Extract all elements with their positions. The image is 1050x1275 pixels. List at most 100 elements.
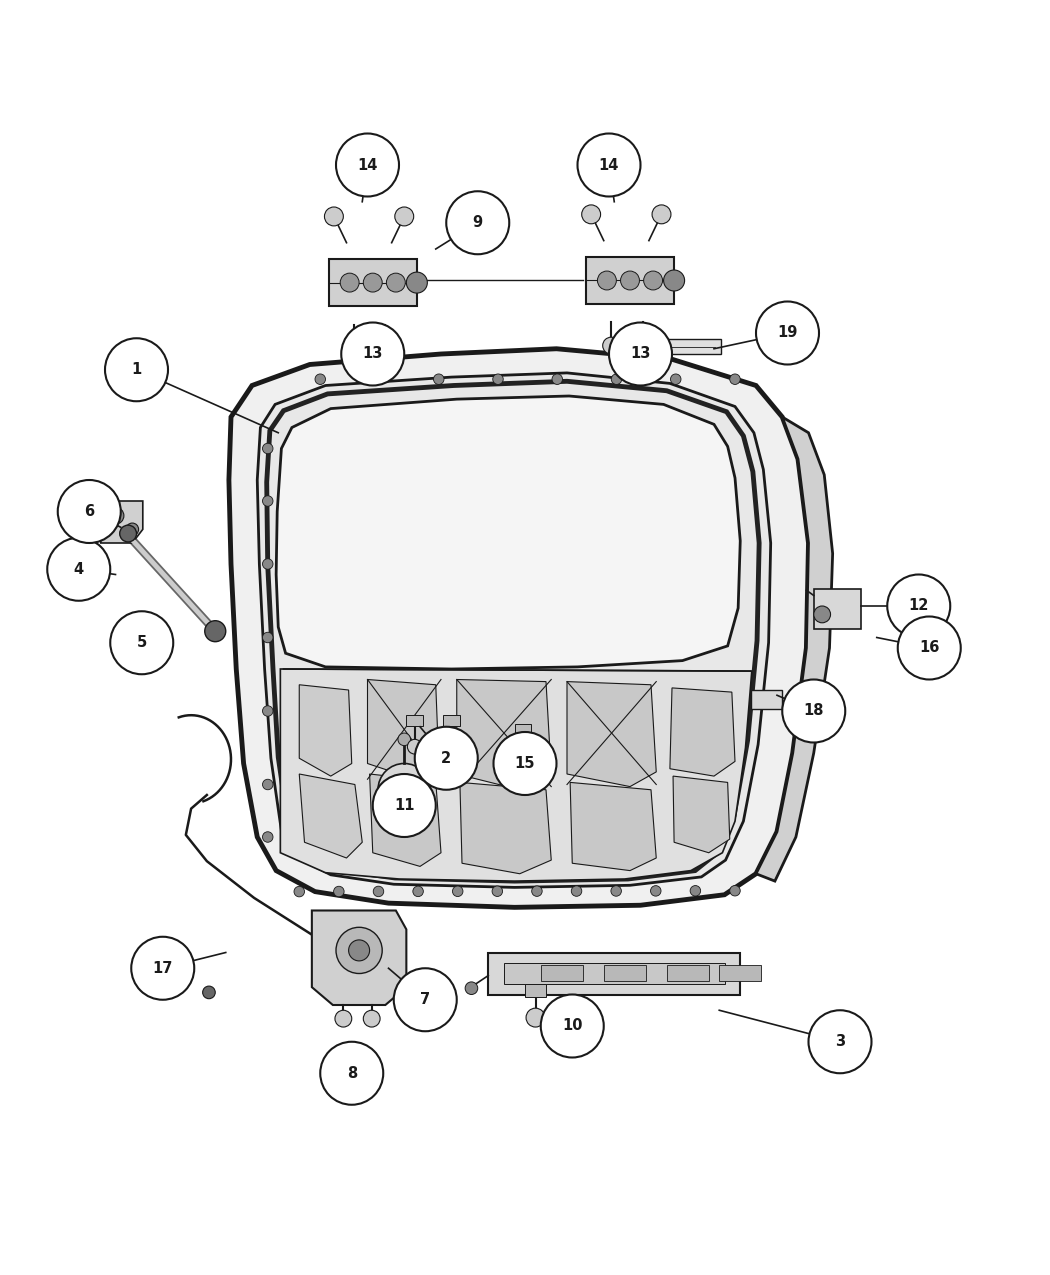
Circle shape [492, 886, 503, 896]
Circle shape [262, 496, 273, 506]
Circle shape [526, 1009, 545, 1028]
Circle shape [730, 885, 740, 896]
Circle shape [336, 927, 382, 974]
Circle shape [690, 886, 700, 896]
Text: 19: 19 [777, 325, 798, 340]
Polygon shape [101, 501, 143, 543]
Circle shape [336, 134, 399, 196]
Circle shape [898, 617, 961, 680]
Polygon shape [673, 776, 730, 853]
Circle shape [341, 323, 404, 385]
Circle shape [453, 886, 463, 896]
Text: 15: 15 [514, 756, 536, 771]
Circle shape [531, 886, 542, 896]
Polygon shape [370, 774, 441, 867]
Text: 8: 8 [346, 1066, 357, 1081]
Bar [604, 965, 646, 980]
Bar [525, 984, 546, 997]
Circle shape [47, 538, 110, 601]
Circle shape [262, 779, 273, 789]
Bar [586, 258, 674, 303]
Circle shape [664, 270, 685, 291]
Circle shape [398, 733, 411, 746]
Text: 14: 14 [598, 158, 620, 172]
Circle shape [110, 611, 173, 674]
Circle shape [120, 525, 136, 542]
Circle shape [203, 986, 215, 998]
Circle shape [373, 886, 383, 896]
Bar [667, 965, 709, 980]
Bar [406, 715, 423, 725]
Circle shape [395, 207, 414, 226]
Polygon shape [368, 680, 439, 779]
Text: 13: 13 [362, 347, 383, 362]
Circle shape [345, 339, 362, 356]
Circle shape [621, 272, 639, 289]
Circle shape [552, 374, 563, 385]
Text: 11: 11 [394, 798, 415, 813]
Bar [814, 589, 861, 629]
Circle shape [516, 747, 530, 762]
Circle shape [782, 680, 845, 742]
Text: 2: 2 [441, 751, 452, 766]
Circle shape [434, 374, 444, 385]
Bar [664, 339, 721, 354]
Circle shape [320, 1042, 383, 1104]
Polygon shape [299, 774, 362, 858]
Circle shape [609, 323, 672, 385]
Circle shape [756, 301, 819, 365]
Bar [504, 963, 724, 984]
Polygon shape [570, 783, 656, 871]
Circle shape [377, 339, 394, 356]
Circle shape [603, 337, 620, 354]
Circle shape [262, 558, 273, 569]
Polygon shape [312, 910, 406, 1005]
Bar [488, 952, 740, 994]
Circle shape [373, 774, 436, 836]
Circle shape [349, 940, 370, 961]
Circle shape [394, 968, 457, 1031]
Circle shape [406, 272, 427, 293]
Circle shape [671, 374, 681, 385]
Polygon shape [670, 688, 735, 776]
Polygon shape [756, 417, 833, 881]
Text: 1: 1 [131, 362, 142, 377]
Polygon shape [567, 682, 656, 787]
Text: 9: 9 [472, 215, 483, 231]
Circle shape [611, 374, 622, 385]
Text: 17: 17 [152, 961, 173, 975]
Circle shape [597, 272, 616, 289]
Text: 14: 14 [357, 158, 378, 172]
Text: 7: 7 [420, 992, 430, 1007]
Circle shape [58, 479, 121, 543]
Circle shape [446, 191, 509, 254]
Text: 10: 10 [562, 1019, 583, 1034]
Circle shape [578, 134, 640, 196]
Polygon shape [299, 685, 352, 776]
Circle shape [363, 1010, 380, 1028]
Circle shape [413, 886, 423, 896]
Polygon shape [280, 669, 752, 881]
Circle shape [334, 886, 344, 896]
Text: 5: 5 [136, 635, 147, 650]
Polygon shape [257, 372, 771, 887]
Circle shape [644, 272, 663, 289]
Circle shape [386, 273, 405, 292]
Circle shape [415, 727, 478, 789]
Text: 4: 4 [74, 562, 84, 576]
Bar [443, 715, 460, 725]
Bar [514, 724, 531, 734]
Polygon shape [457, 680, 551, 789]
Circle shape [494, 732, 556, 796]
Circle shape [444, 740, 459, 754]
Text: 6: 6 [84, 504, 94, 519]
Circle shape [651, 886, 662, 896]
Bar [329, 260, 417, 306]
Circle shape [582, 205, 601, 224]
Circle shape [611, 886, 622, 896]
Circle shape [730, 374, 740, 385]
Circle shape [107, 507, 124, 524]
Circle shape [407, 740, 422, 754]
Circle shape [335, 1010, 352, 1028]
Circle shape [363, 273, 382, 292]
